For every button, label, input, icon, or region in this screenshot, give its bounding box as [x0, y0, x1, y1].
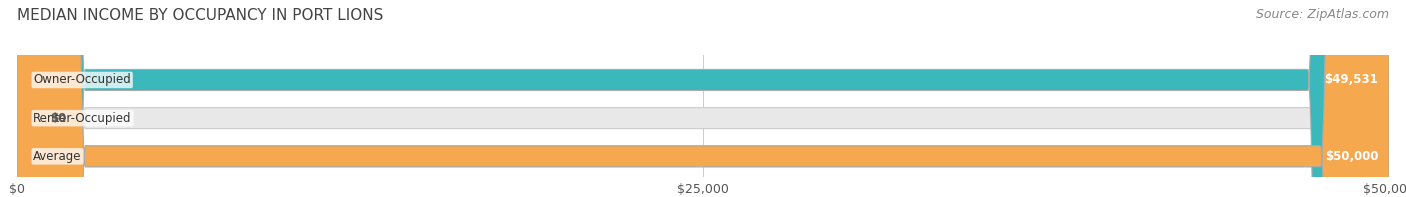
FancyBboxPatch shape — [17, 0, 1389, 197]
Text: $0: $0 — [49, 112, 66, 125]
Text: Renter-Occupied: Renter-Occupied — [34, 112, 132, 125]
FancyBboxPatch shape — [17, 0, 1389, 197]
FancyBboxPatch shape — [17, 0, 1376, 197]
Text: $50,000: $50,000 — [1324, 150, 1378, 163]
FancyBboxPatch shape — [17, 0, 1389, 197]
Text: Average: Average — [34, 150, 82, 163]
FancyBboxPatch shape — [17, 0, 1389, 197]
Text: MEDIAN INCOME BY OCCUPANCY IN PORT LIONS: MEDIAN INCOME BY OCCUPANCY IN PORT LIONS — [17, 8, 384, 23]
Text: $49,531: $49,531 — [1324, 73, 1378, 86]
Text: Owner-Occupied: Owner-Occupied — [34, 73, 131, 86]
Text: Source: ZipAtlas.com: Source: ZipAtlas.com — [1256, 8, 1389, 21]
